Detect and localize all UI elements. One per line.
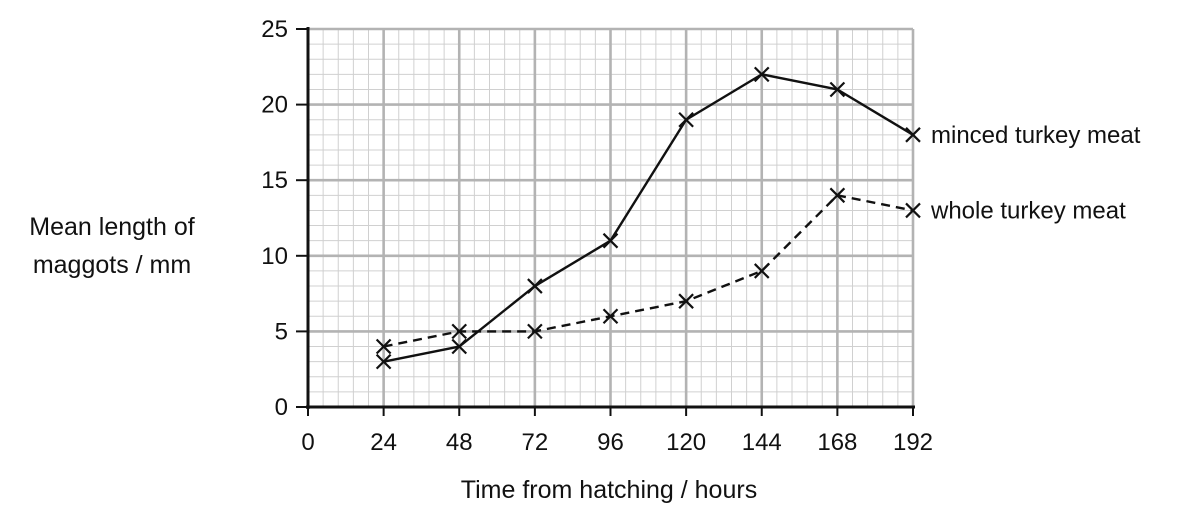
y-axis-label-line1: Mean length of bbox=[29, 213, 194, 241]
y-tick-label: 20 bbox=[261, 92, 288, 119]
series-label: whole turkey meat bbox=[930, 197, 1126, 224]
x-tick-label: 192 bbox=[893, 429, 933, 456]
y-tick-label: 10 bbox=[261, 243, 288, 270]
series-layer: minced turkey meat whole turkey meat bbox=[377, 67, 1141, 368]
y-tick-label: 0 bbox=[275, 394, 288, 421]
y-axis-label-line2: maggots / mm bbox=[33, 251, 191, 279]
x-tick-label: 48 bbox=[446, 429, 473, 456]
y-tick-label: 15 bbox=[261, 167, 288, 194]
x-tick-label: 144 bbox=[742, 429, 782, 456]
x-tick-label: 24 bbox=[370, 429, 397, 456]
series-label: minced turkey meat bbox=[931, 122, 1141, 149]
y-tick-label: 5 bbox=[275, 318, 288, 345]
x-tick-label: 0 bbox=[301, 429, 314, 456]
series-line-0 bbox=[384, 74, 913, 361]
y-tick-labels: 0 5 10 15 20 25 bbox=[261, 16, 288, 421]
x-tick-label: 72 bbox=[522, 429, 549, 456]
x-tick-labels: 0 24 48 72 96 120 144 168 192 bbox=[301, 429, 933, 456]
x-axis-label: Time from hatching / hours bbox=[461, 476, 757, 504]
x-tick-label: 168 bbox=[817, 429, 857, 456]
y-tick-label: 25 bbox=[261, 16, 288, 43]
x-tick-label: 96 bbox=[597, 429, 624, 456]
x-tick-label: 120 bbox=[666, 429, 706, 456]
